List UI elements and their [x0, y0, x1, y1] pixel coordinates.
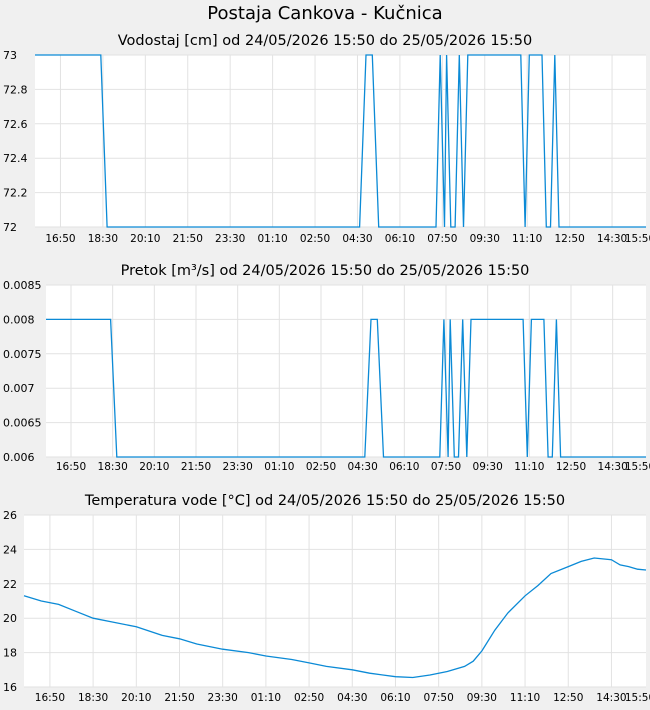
x-tick-label: 23:30 [223, 461, 253, 473]
chart-title: Temperatura vode [°C] od 24/05/2026 15:5… [84, 493, 565, 509]
x-tick-label: 12:50 [556, 461, 586, 473]
y-tick-label: 18 [3, 647, 17, 660]
x-tick-label: 07:50 [427, 233, 457, 245]
x-tick-label: 04:30 [348, 461, 378, 473]
y-tick-label: 72.4 [3, 152, 28, 165]
x-tick-label: 18:30 [88, 233, 118, 245]
x-tick-label: 16:50 [45, 233, 75, 245]
chart-title: Pretok [m³/s] od 24/05/2026 15:50 do 25/… [121, 263, 530, 279]
y-tick-label: 0.006 [3, 451, 35, 464]
x-tick-label: 02:50 [300, 233, 330, 245]
x-tick-label: 20:10 [121, 692, 151, 704]
y-tick-label: 72.6 [3, 118, 28, 131]
x-tick-label: 04:30 [342, 233, 372, 245]
chart-water-level: Vodostaj [cm] od 24/05/2026 15:50 do 25/… [3, 33, 650, 245]
y-tick-label: 72.8 [3, 83, 28, 96]
y-tick-label: 22 [3, 578, 17, 591]
y-tick-label: 0.0065 [3, 417, 42, 430]
x-tick-label: 21:50 [164, 692, 194, 704]
x-tick-label: 18:30 [98, 461, 128, 473]
y-tick-label: 24 [3, 543, 17, 556]
x-tick-label: 01:10 [251, 692, 281, 704]
x-tick-label: 09:30 [473, 461, 503, 473]
x-tick-label: 01:10 [264, 461, 294, 473]
x-tick-label: 15:50 [625, 233, 650, 245]
x-tick-label: 23:30 [208, 692, 238, 704]
y-tick-label: 0.008 [3, 313, 35, 326]
chart-discharge: Pretok [m³/s] od 24/05/2026 15:50 do 25/… [3, 263, 650, 473]
x-tick-label: 11:10 [512, 233, 542, 245]
chart-title: Vodostaj [cm] od 24/05/2026 15:50 do 25/… [118, 33, 532, 49]
x-tick-label: 07:50 [424, 692, 454, 704]
x-tick-label: 20:10 [139, 461, 169, 473]
x-tick-label: 06:10 [389, 461, 419, 473]
series-line-temperature [23, 557, 647, 679]
chart-water-temperature: Temperatura vode [°C] od 24/05/2026 15:5… [3, 493, 650, 704]
y-tick-label: 72.2 [3, 187, 28, 200]
x-tick-label: 02:50 [306, 461, 336, 473]
x-tick-label: 06:10 [385, 233, 415, 245]
x-tick-label: 09:30 [467, 692, 497, 704]
x-tick-label: 14:30 [596, 692, 626, 704]
y-tick-label: 0.0075 [3, 348, 42, 361]
x-tick-label: 01:10 [257, 233, 287, 245]
x-tick-label: 06:10 [380, 692, 410, 704]
y-tick-label: 20 [3, 612, 17, 625]
x-tick-label: 04:30 [337, 692, 367, 704]
x-tick-label: 14:30 [598, 461, 628, 473]
y-tick-label: 16 [3, 681, 17, 694]
x-tick-label: 11:10 [510, 692, 540, 704]
y-tick-label: 0.0085 [3, 279, 42, 292]
y-tick-label: 26 [3, 509, 17, 522]
x-tick-label: 12:50 [554, 233, 584, 245]
x-tick-label: 12:50 [553, 692, 583, 704]
x-tick-label: 15:50 [625, 461, 650, 473]
y-tick-label: 72 [3, 221, 17, 234]
x-tick-label: 02:50 [294, 692, 324, 704]
x-tick-label: 20:10 [130, 233, 160, 245]
x-tick-label: 21:50 [173, 233, 203, 245]
plot-area [24, 515, 646, 687]
x-tick-label: 23:30 [215, 233, 245, 245]
series-line-discharge [46, 318, 646, 458]
x-tick-label: 15:50 [625, 692, 650, 704]
y-tick-label: 0.007 [3, 382, 35, 395]
x-tick-label: 16:50 [56, 461, 86, 473]
x-tick-label: 07:50 [431, 461, 461, 473]
x-tick-label: 16:50 [35, 692, 65, 704]
x-tick-label: 21:50 [181, 461, 211, 473]
x-tick-label: 09:30 [470, 233, 500, 245]
x-tick-label: 14:30 [597, 233, 627, 245]
y-tick-label: 73 [3, 49, 17, 62]
page-title: Postaja Cankova - Kučnica [207, 3, 443, 24]
series-line-level [35, 54, 646, 228]
x-tick-label: 11:10 [514, 461, 544, 473]
x-tick-label: 18:30 [78, 692, 108, 704]
plot-area [46, 285, 646, 457]
